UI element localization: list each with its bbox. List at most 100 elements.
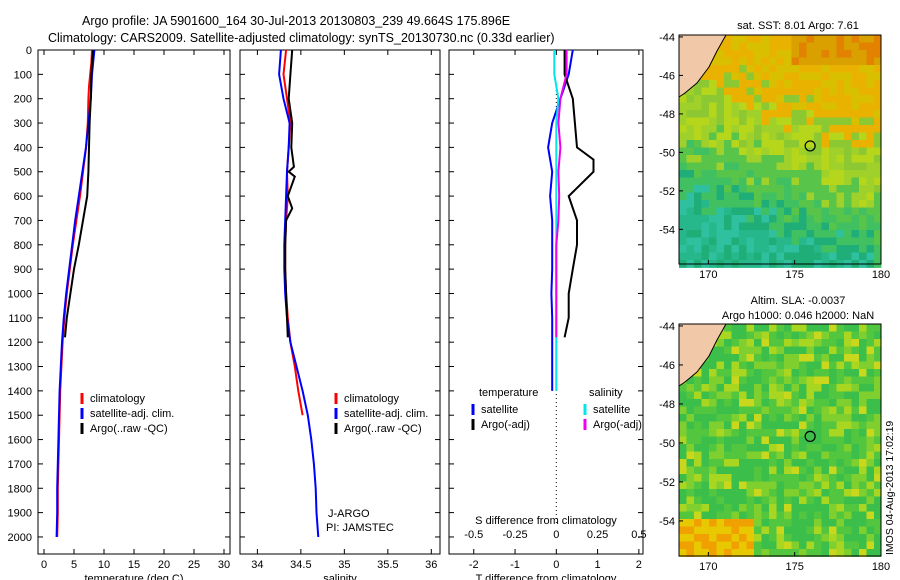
sla_map-cell bbox=[701, 504, 710, 512]
sst_map-cell bbox=[731, 200, 740, 208]
sst_map-cell bbox=[844, 65, 852, 73]
sla_map-cell bbox=[724, 436, 732, 445]
sst_map-cell bbox=[836, 207, 845, 216]
sst_map-cell bbox=[821, 72, 830, 81]
sla_map-cell bbox=[859, 466, 867, 475]
sst_map-cell bbox=[776, 245, 785, 253]
sst_map-cell bbox=[724, 252, 732, 261]
sla_map-cell bbox=[709, 511, 717, 520]
sla_map-cell bbox=[761, 526, 770, 535]
sla_map-cell bbox=[806, 451, 815, 460]
sst_map-cell bbox=[844, 170, 852, 178]
sla_map-cell bbox=[784, 436, 792, 445]
sla_map-cell bbox=[761, 406, 770, 415]
sst_map-cell bbox=[874, 252, 882, 261]
sla_map-cell bbox=[709, 369, 717, 377]
sst_map-cell bbox=[784, 102, 792, 111]
sst_map-cell bbox=[709, 170, 717, 178]
sst_map-cell bbox=[731, 57, 740, 66]
sst_map-cell bbox=[701, 162, 710, 171]
sst_map-cell bbox=[836, 50, 845, 58]
sst_map-cell bbox=[746, 192, 755, 201]
sla_map-cell bbox=[716, 534, 725, 542]
sla_map-cell bbox=[836, 496, 845, 505]
sla_map-cell bbox=[724, 346, 732, 355]
sla_map-cell bbox=[859, 496, 867, 505]
sst_map-cell bbox=[799, 192, 807, 201]
sst_map-cell bbox=[866, 222, 875, 231]
sst_map-cell bbox=[776, 155, 785, 163]
sla_map-cell bbox=[829, 549, 837, 557]
sst_map-cell bbox=[761, 147, 770, 156]
sst_map-cell bbox=[686, 245, 695, 253]
sla_map-cell bbox=[694, 384, 702, 392]
sst_map-cell bbox=[731, 237, 740, 246]
sla_map-cell bbox=[874, 511, 882, 520]
sst_map-cell bbox=[806, 72, 815, 81]
sst_map-cell bbox=[776, 252, 785, 261]
sla_map-cell bbox=[874, 496, 882, 505]
sla_map-cell bbox=[791, 369, 800, 377]
sla_map-cell bbox=[761, 481, 770, 490]
sst_map-cell bbox=[814, 162, 822, 171]
sla_map-cell bbox=[784, 444, 792, 452]
sst_map-cell bbox=[701, 102, 710, 111]
sst_map-cell bbox=[799, 162, 807, 171]
sst_map-cell bbox=[866, 72, 875, 81]
sla_map-cell bbox=[754, 436, 762, 445]
sla_map-cell bbox=[821, 414, 830, 422]
sla_map-cell bbox=[739, 361, 747, 370]
sst_map-cell bbox=[784, 65, 792, 73]
sst_map-cell bbox=[821, 245, 830, 253]
sla_map-cell bbox=[739, 391, 747, 400]
sla_map-cell bbox=[821, 339, 830, 347]
sst_map-cell bbox=[754, 125, 762, 133]
sst_map-cell bbox=[836, 230, 845, 238]
map-ytick-label: -48 bbox=[659, 109, 675, 121]
sst_map-cell bbox=[821, 65, 830, 73]
sst_map-cell bbox=[776, 200, 785, 208]
sla_map-cell bbox=[746, 549, 755, 557]
sla_map-cell bbox=[746, 541, 755, 550]
sla_map-cell bbox=[776, 451, 785, 460]
sla_map-cell bbox=[851, 474, 860, 482]
sla_map-cell bbox=[814, 399, 822, 407]
sla_map-cell bbox=[746, 414, 755, 422]
sla_map-cell bbox=[776, 534, 785, 542]
sla_map-cell bbox=[739, 481, 747, 490]
sla_map-cell bbox=[694, 414, 702, 422]
sla_map-cell bbox=[761, 346, 770, 355]
sst_map-cell bbox=[731, 140, 740, 148]
salinity_profile-frame bbox=[239, 49, 441, 555]
sst_map-cell bbox=[761, 80, 770, 88]
temperature_profile-xtick-label: 10 bbox=[98, 559, 110, 571]
sla_map-cell bbox=[701, 399, 710, 407]
sst_map-cell bbox=[866, 125, 875, 133]
sst_map-cell bbox=[821, 207, 830, 216]
sst_map-cell bbox=[769, 237, 777, 246]
depth-tick-label: 1900 bbox=[8, 508, 32, 520]
sst_map-cell bbox=[821, 230, 830, 238]
sst_map-cell bbox=[754, 170, 762, 178]
sla_map-cell bbox=[731, 489, 740, 497]
sst_map-cell bbox=[709, 252, 717, 261]
sst_map-cell bbox=[694, 215, 702, 223]
sst_map-cell bbox=[769, 230, 777, 238]
sst_map-cell bbox=[829, 125, 837, 133]
sla_map-cell bbox=[874, 489, 882, 497]
sla_map-cell bbox=[836, 324, 845, 332]
sla_map-cell bbox=[836, 511, 845, 520]
timestamp-stamp: IMOS 04-Aug-2013 17:02:19 bbox=[884, 421, 896, 555]
sst_map-cell bbox=[694, 170, 702, 178]
sla_map-cell bbox=[709, 406, 717, 415]
sla_map-cell bbox=[784, 414, 792, 422]
depth-tick-label: 500 bbox=[14, 167, 32, 179]
sst_map-cell bbox=[829, 87, 837, 96]
sla_map-cell bbox=[769, 474, 777, 482]
sla_map-cell bbox=[814, 421, 822, 430]
sst_map-cell bbox=[746, 222, 755, 231]
sst_map-cell bbox=[821, 200, 830, 208]
sst_map-cell bbox=[791, 102, 800, 111]
sst_map-cell bbox=[769, 200, 777, 208]
sst_map-cell bbox=[784, 35, 792, 43]
